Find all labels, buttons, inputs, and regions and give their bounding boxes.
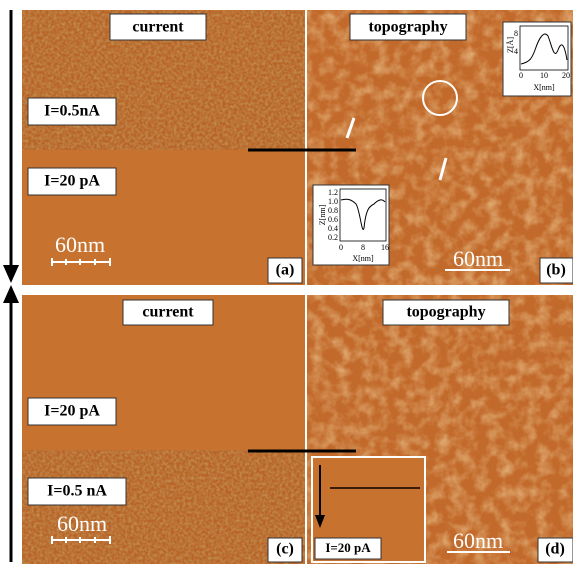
panel-c: current I=20 pA I=0.5 nA 60nm (c): [22, 295, 305, 564]
panel-title: current: [142, 304, 194, 321]
panel-d: topography I=20 pA 60nm (d): [307, 295, 573, 564]
inset-y-tick: 0.8: [328, 206, 338, 215]
annotation: I=0.5nA: [44, 103, 100, 120]
scale-bar-label: 60nm: [57, 511, 107, 536]
inset-x-tick: 16: [381, 243, 389, 252]
panel-a: current I=0.5nA I=20 pA 60nm (a): [22, 10, 305, 285]
panel-label: (b): [546, 262, 566, 279]
inset-y-tick: 4: [514, 47, 518, 56]
scale-bar-label: 60nm: [453, 246, 503, 271]
panel-title: topography: [406, 304, 485, 321]
panel-label: (d): [545, 541, 565, 558]
inset-y-tick: 0.6: [328, 215, 338, 224]
panel-label: (a): [276, 262, 295, 279]
figure: current I=0.5nA I=20 pA 60nm (a) topogra…: [0, 0, 573, 564]
inset-y-tick: 1.2: [328, 188, 338, 197]
annotation: I=20 pA: [44, 173, 100, 190]
inset-label: I=20 pA: [325, 540, 371, 555]
panel-label: (c): [276, 541, 294, 558]
inset-x-label: X[nm]: [352, 254, 374, 263]
inset-x-label: X[nm]: [533, 83, 555, 92]
scale-bar-label: 60nm: [55, 232, 105, 257]
inset-x-tick: 20: [562, 71, 570, 80]
inset-y-tick: 0.2: [328, 233, 338, 242]
scan-arrows: [3, 10, 19, 562]
inset-y-ticks: 1.2 1.0 0.8 0.6 0.4 0.2: [328, 188, 338, 242]
inset-y-tick: 1.0: [328, 197, 338, 206]
inset-x-tick: 0: [339, 243, 343, 252]
inset-x-tick: 8: [361, 243, 365, 252]
inset-y-label: Z[nm]: [318, 204, 327, 225]
panel-b: topography 60nm (b) Z[Å] 8 4 0 10 20 X[n…: [307, 10, 573, 285]
panel-title: topography: [368, 19, 447, 36]
inset-y-tick: 8: [514, 29, 518, 38]
inset-x-tick: 10: [540, 71, 548, 80]
inset-x-tick: 0: [519, 71, 523, 80]
page: current I=0.5nA I=20 pA 60nm (a) topogra…: [0, 0, 573, 564]
annotation: I=0.5 nA: [47, 483, 107, 500]
annotation: I=20 pA: [44, 403, 100, 420]
inset-y-tick: 0.4: [328, 224, 338, 233]
panel-title: current: [132, 19, 184, 36]
scale-bar-label: 60nm: [453, 528, 503, 553]
